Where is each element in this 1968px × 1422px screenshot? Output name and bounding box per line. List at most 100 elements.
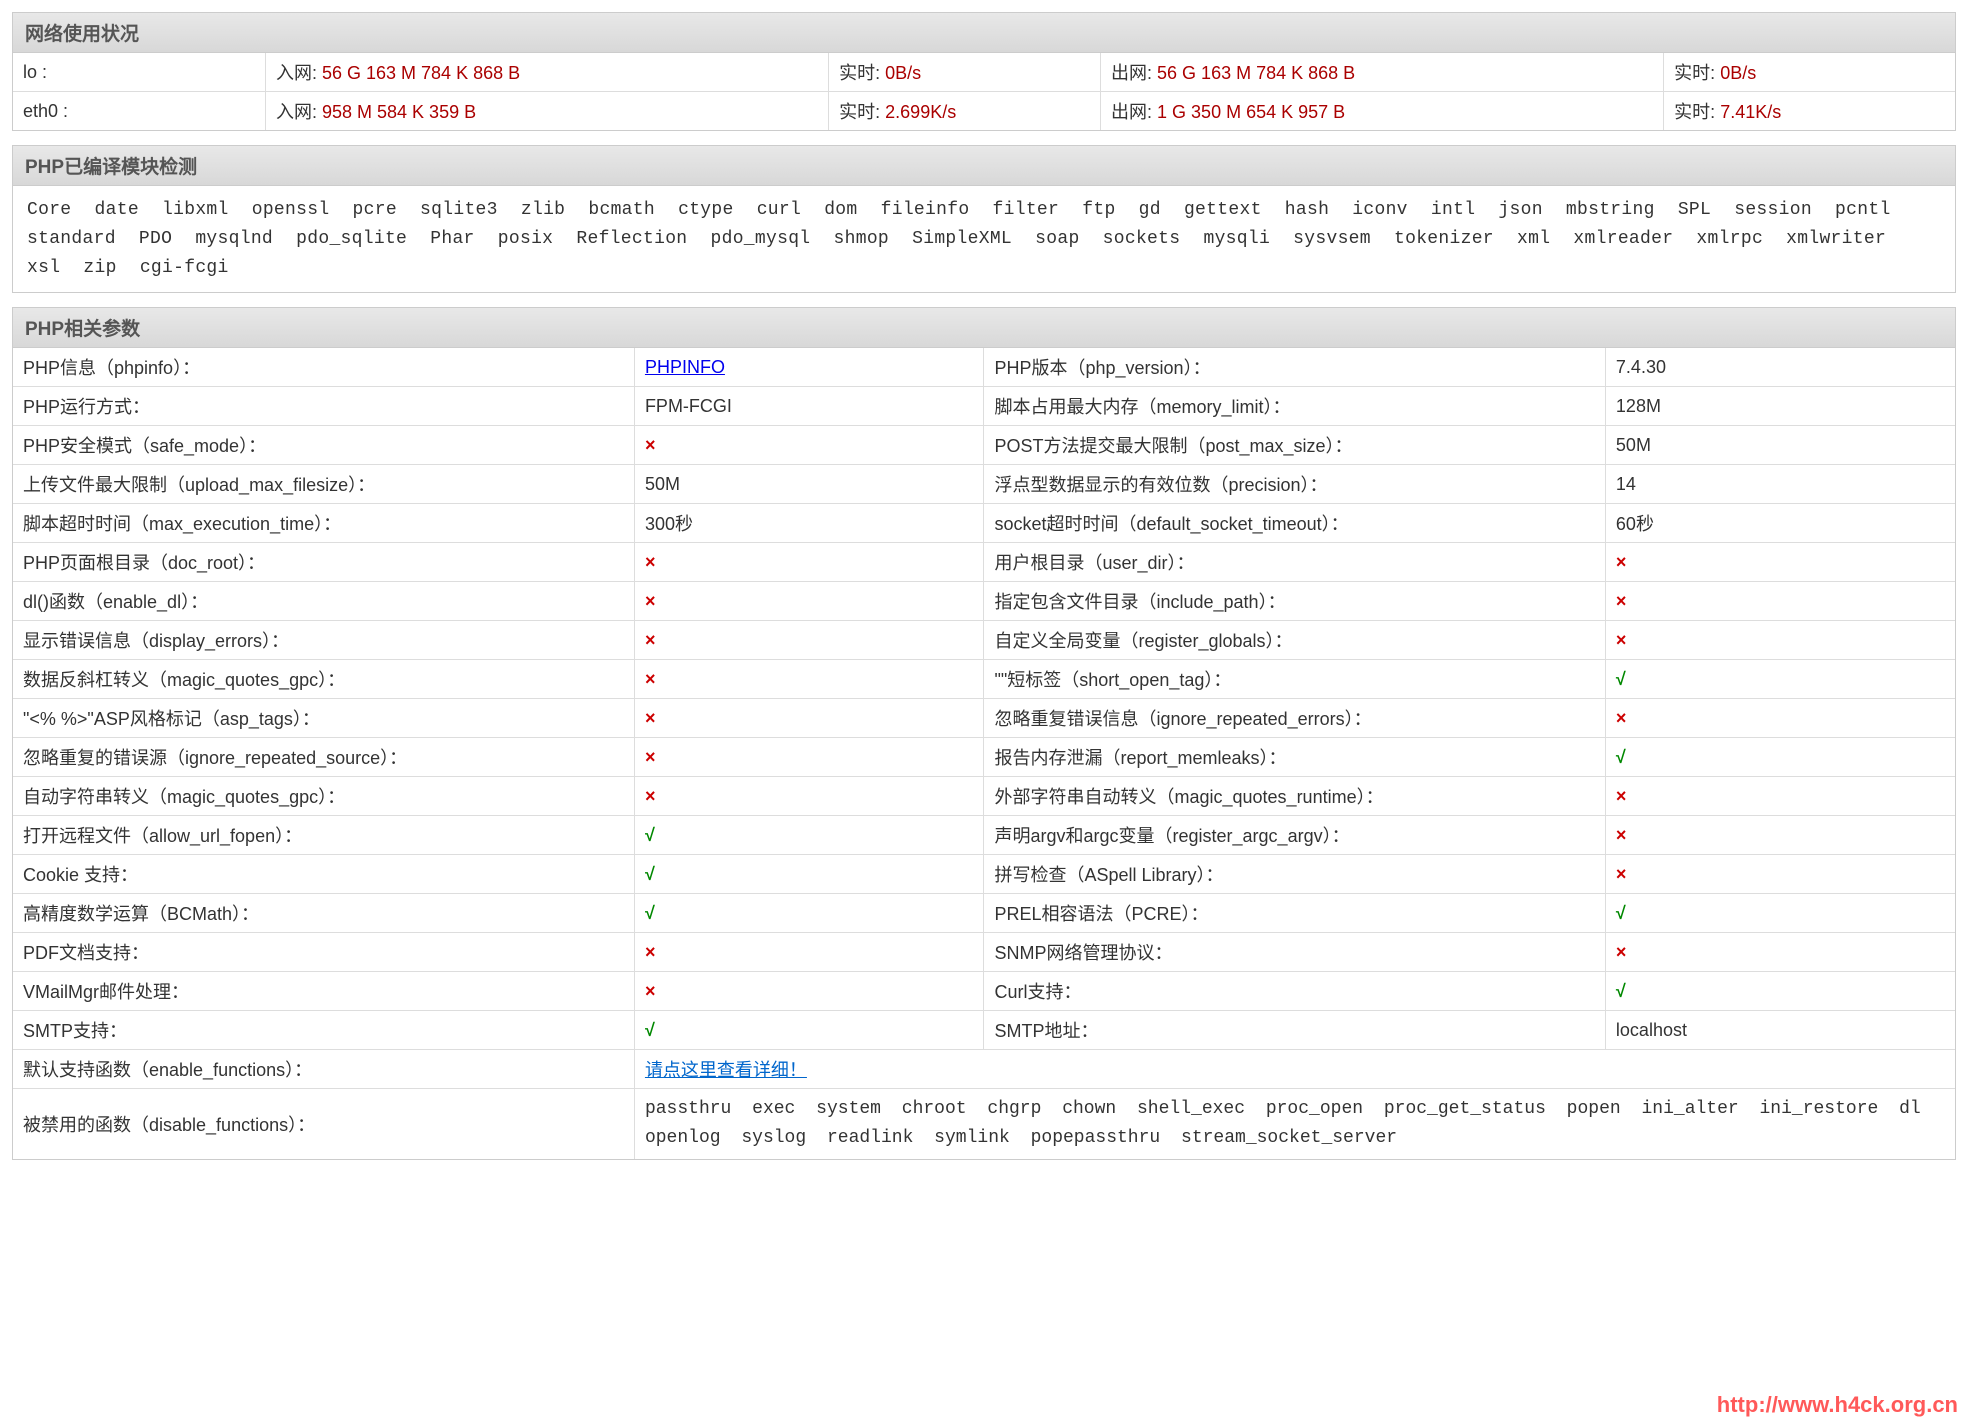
- param-key: 脚本占用最大内存（memory_limit）：: [984, 387, 1605, 426]
- v2-cross-icon: ×: [1616, 552, 1627, 572]
- modules-panel-title: PHP已编译模块检测: [13, 146, 1955, 186]
- param-value: ×: [1605, 777, 1955, 816]
- param-value: √: [1605, 894, 1955, 933]
- param-value: ×: [1605, 699, 1955, 738]
- iface-name: lo :: [13, 53, 265, 92]
- v2-value: 7.4.30: [1616, 357, 1666, 377]
- param-value: FPM-FCGI: [634, 387, 984, 426]
- v2-cross-icon: ×: [1616, 942, 1627, 962]
- out-label: 出网:: [1111, 102, 1152, 122]
- v2-value: 60秒: [1616, 514, 1654, 534]
- param-value: 50M: [634, 465, 984, 504]
- param-value: ×: [634, 738, 984, 777]
- v1-cross-icon: ×: [645, 708, 656, 728]
- network-panel: 网络使用状况 lo :入网: 56 G 163 M 784 K 868 B实时:…: [12, 12, 1956, 131]
- param-key: Curl支持：: [984, 972, 1605, 1011]
- param-key: 高精度数学运算（BCMath）：: [13, 894, 634, 933]
- param-value: ×: [634, 660, 984, 699]
- v2-value: 14: [1616, 474, 1636, 494]
- rt1-cell: 实时: 0B/s: [829, 53, 1101, 92]
- v1-check-icon: √: [645, 825, 655, 845]
- php-param-row: dl()函数（enable_dl）：×指定包含文件目录（include_path…: [13, 582, 1955, 621]
- param-value: ×: [634, 699, 984, 738]
- disable-functions-row: 被禁用的函数（disable_functions）：passthru exec …: [13, 1089, 1955, 1159]
- param-value: ×: [634, 426, 984, 465]
- disable-functions-key: 被禁用的函数（disable_functions）：: [13, 1089, 634, 1159]
- v2-cross-icon: ×: [1616, 825, 1627, 845]
- php-param-row: 上传文件最大限制（upload_max_filesize）：50M浮点型数据显示…: [13, 465, 1955, 504]
- param-key: 浮点型数据显示的有效位数（precision）：: [984, 465, 1605, 504]
- param-value: √: [634, 1011, 984, 1050]
- out-cell: 出网: 1 G 350 M 654 K 957 B: [1101, 92, 1664, 131]
- param-value: ×: [1605, 543, 1955, 582]
- rt1-value: 0B/s: [885, 63, 921, 83]
- param-value: 60秒: [1605, 504, 1955, 543]
- enable-functions-link[interactable]: 请点这里查看详细！: [645, 1060, 807, 1080]
- in-value: 958 M 584 K 359 B: [322, 102, 476, 122]
- v2-value: localhost: [1616, 1020, 1687, 1040]
- v1-cross-icon: ×: [645, 942, 656, 962]
- v2-cross-icon: ×: [1616, 591, 1627, 611]
- param-value: 128M: [1605, 387, 1955, 426]
- param-key: ""短标签（short_open_tag）：: [984, 660, 1605, 699]
- php-param-row: 忽略重复的错误源（ignore_repeated_source）：×报告内存泄漏…: [13, 738, 1955, 777]
- php-param-row: 数据反斜杠转义（magic_quotes_gpc）： × ""短标签（short_o…: [13, 660, 1955, 699]
- param-key: PDF文档支持：: [13, 933, 634, 972]
- watermark-url: http://www.h4ck.org.cn: [1717, 1392, 1958, 1418]
- rt2-value: 0B/s: [1720, 63, 1756, 83]
- v2-check-icon: √: [1616, 669, 1626, 689]
- in-label: 入网:: [276, 102, 317, 122]
- param-key: 报告内存泄漏（report_memleaks）：: [984, 738, 1605, 777]
- rt2-label: 实时:: [1674, 102, 1715, 122]
- modules-list: Core date libxml openssl pcre sqlite3 zl…: [13, 186, 1955, 292]
- param-key: 数据反斜杠转义（magic_quotes_gpc）：: [13, 660, 634, 699]
- v1-check-icon: √: [645, 903, 655, 923]
- php-params-table: PHP信息（phpinfo）：PHPINFOPHP版本（php_version）…: [13, 348, 1955, 1159]
- network-row: eth0 :入网: 958 M 584 K 359 B实时: 2.699K/s出…: [13, 92, 1955, 131]
- v1-cross-icon: ×: [645, 669, 656, 689]
- rt2-cell: 实时: 7.41K/s: [1664, 92, 1955, 131]
- param-value: 50M: [1605, 426, 1955, 465]
- v1-check-icon: √: [645, 1020, 655, 1040]
- param-value: ×: [634, 933, 984, 972]
- php-param-row: 打开远程文件（allow_url_fopen）：√声明argv和argc变量（r…: [13, 816, 1955, 855]
- param-key: 自动字符串转义（magic_quotes_gpc）：: [13, 777, 634, 816]
- param-value: ×: [1605, 933, 1955, 972]
- param-key: 用户根目录（user_dir）：: [984, 543, 1605, 582]
- out-value: 1 G 350 M 654 K 957 B: [1157, 102, 1345, 122]
- param-key: 忽略重复错误信息（ignore_repeated_errors）：: [984, 699, 1605, 738]
- php-param-row: 脚本超时时间（max_execution_time）：300秒socket超时时…: [13, 504, 1955, 543]
- disable-functions-list: passthru exec system chroot chgrp chown …: [645, 1095, 1945, 1153]
- v1-value: 300秒: [645, 514, 693, 534]
- v1-cross-icon: ×: [645, 981, 656, 1001]
- v1-check-icon: √: [645, 864, 655, 884]
- param-key: "<% %>"ASP风格标记（asp_tags）：: [13, 699, 634, 738]
- php-param-row: PHP信息（phpinfo）：PHPINFOPHP版本（php_version）…: [13, 348, 1955, 387]
- enable-functions-cell: 请点这里查看详细！: [634, 1050, 1955, 1089]
- in-cell: 入网: 56 G 163 M 784 K 868 B: [265, 53, 828, 92]
- param-value: ×: [1605, 855, 1955, 894]
- v2-value: 128M: [1616, 396, 1661, 416]
- param-key: PHP页面根目录（doc_root）：: [13, 543, 634, 582]
- php-param-row: Cookie 支持：√拼写检查（ASpell Library）：×: [13, 855, 1955, 894]
- param-key: socket超时时间（default_socket_timeout）：: [984, 504, 1605, 543]
- v2-cross-icon: ×: [1616, 786, 1627, 806]
- param-key: 显示错误信息（display_errors）：: [13, 621, 634, 660]
- param-value: √: [1605, 738, 1955, 777]
- v2-cross-icon: ×: [1616, 708, 1627, 728]
- param-key: 忽略重复的错误源（ignore_repeated_source）：: [13, 738, 634, 777]
- out-cell: 出网: 56 G 163 M 784 K 868 B: [1101, 53, 1664, 92]
- param-value: √: [1605, 972, 1955, 1011]
- out-label: 出网:: [1111, 63, 1152, 83]
- phpinfo-link[interactable]: PHPINFO: [645, 357, 725, 377]
- php-param-row: "<% %>"ASP风格标记（asp_tags）： × 忽略重复错误信息（ignor…: [13, 699, 1955, 738]
- v1-cross-icon: ×: [645, 552, 656, 572]
- param-value: ×: [634, 777, 984, 816]
- param-key: PREL相容语法（PCRE）：: [984, 894, 1605, 933]
- network-table: lo :入网: 56 G 163 M 784 K 868 B实时: 0B/s出网…: [13, 53, 1955, 130]
- param-key: 打开远程文件（allow_url_fopen）：: [13, 816, 634, 855]
- php-param-row: PDF文档支持：×SNMP网络管理协议：×: [13, 933, 1955, 972]
- network-row: lo :入网: 56 G 163 M 784 K 868 B实时: 0B/s出网…: [13, 53, 1955, 92]
- param-key: Cookie 支持：: [13, 855, 634, 894]
- param-value: √: [634, 816, 984, 855]
